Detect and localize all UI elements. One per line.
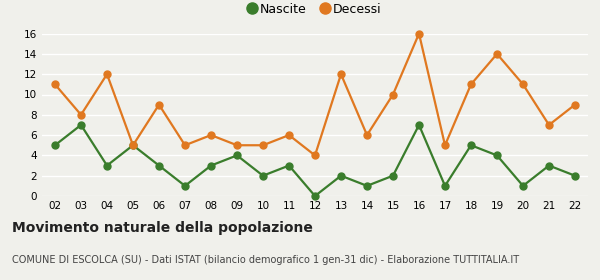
Text: Movimento naturale della popolazione: Movimento naturale della popolazione xyxy=(12,221,313,235)
Legend: Nascite, Decessi: Nascite, Decessi xyxy=(244,0,386,21)
Text: COMUNE DI ESCOLCA (SU) - Dati ISTAT (bilancio demografico 1 gen-31 dic) - Elabor: COMUNE DI ESCOLCA (SU) - Dati ISTAT (bil… xyxy=(12,255,519,265)
